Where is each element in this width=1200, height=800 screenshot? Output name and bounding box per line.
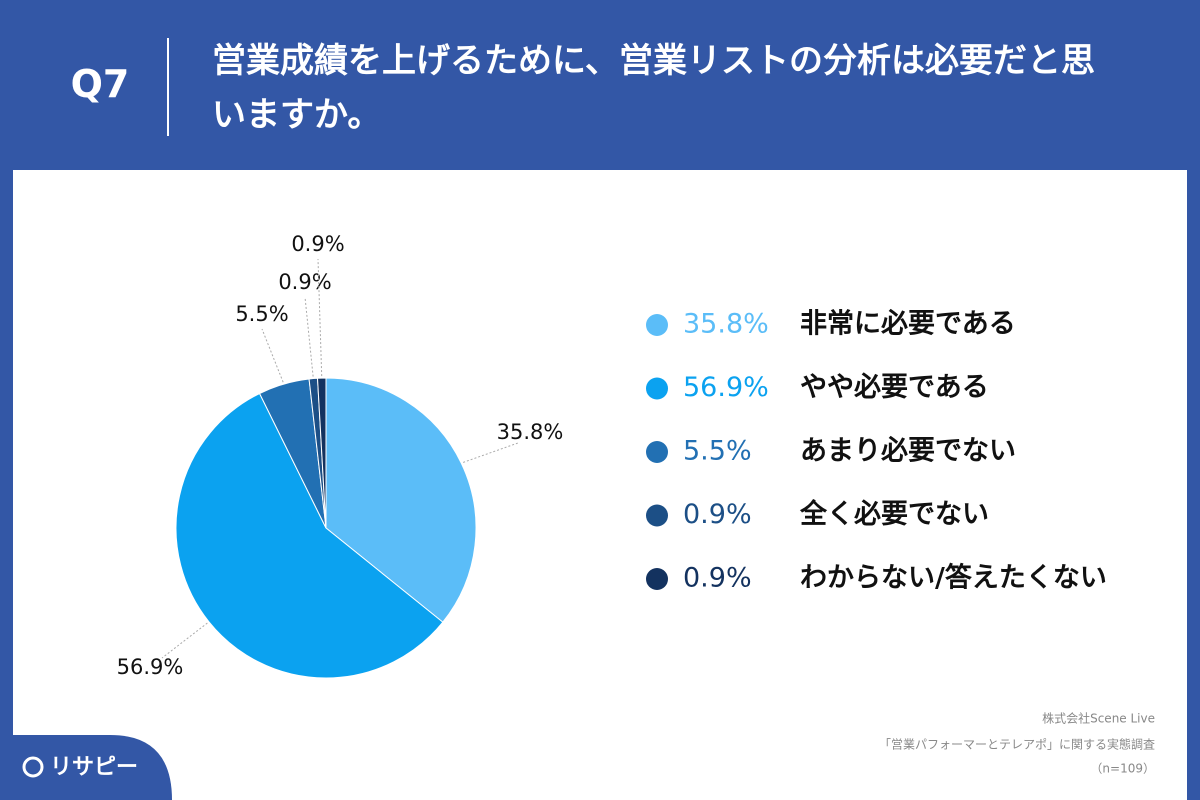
legend-value: 56.9% bbox=[683, 372, 769, 403]
data-label: 56.9% bbox=[117, 655, 184, 679]
question-number: Q7 bbox=[70, 62, 130, 106]
data-label: 0.9% bbox=[278, 270, 331, 294]
logo: リサピー bbox=[50, 755, 138, 780]
leader-line bbox=[304, 296, 314, 377]
source-line: 株式会社Scene Live bbox=[1042, 711, 1155, 726]
data-label: 0.9% bbox=[291, 232, 344, 256]
legend-label: 非常に必要である bbox=[800, 309, 1016, 340]
legend-value: 5.5% bbox=[683, 436, 752, 467]
leader-line bbox=[317, 258, 323, 377]
source-line: 「営業パフォーマーとテレアポ」に関する実態調査 bbox=[879, 737, 1155, 752]
pie-slice bbox=[316, 377, 327, 529]
leader-line bbox=[462, 442, 519, 463]
leader-line bbox=[161, 622, 208, 659]
leader-line bbox=[261, 328, 284, 383]
legend-label: あまり必要でない bbox=[800, 436, 1016, 467]
data-label: 5.5% bbox=[235, 302, 288, 326]
legend-label: やや必要である bbox=[800, 372, 989, 403]
legend-marker bbox=[646, 504, 668, 527]
legend-marker bbox=[646, 377, 668, 400]
legend-marker bbox=[646, 441, 668, 463]
legend-value: 0.9% bbox=[683, 499, 752, 530]
source-line: （n=109） bbox=[1090, 762, 1155, 776]
logo-icon bbox=[22, 756, 44, 778]
legend-value: 35.8% bbox=[683, 309, 769, 340]
logo-tab bbox=[0, 735, 172, 800]
pie-slice bbox=[325, 377, 477, 623]
legend-label: 全く必要でない bbox=[799, 498, 989, 530]
chart-title: 営業成績を上げるために、営業リストの分析は必要だと思いますか。 bbox=[212, 41, 1095, 135]
pie-slice bbox=[175, 392, 444, 679]
legend-label: わからない/答えたくない bbox=[800, 562, 1107, 594]
legend-marker bbox=[646, 568, 668, 590]
legend-marker bbox=[646, 314, 668, 336]
data-label: 35.8% bbox=[497, 420, 564, 444]
divider bbox=[167, 38, 169, 136]
legend-value: 0.9% bbox=[683, 563, 752, 594]
